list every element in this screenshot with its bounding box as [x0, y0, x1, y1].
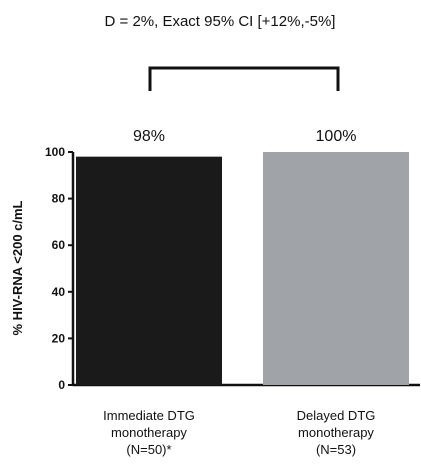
- bar-value-label-0: 98%: [133, 128, 165, 145]
- x-category-label-0-line-1: monotherapy: [111, 425, 187, 440]
- bar-0: [76, 156, 222, 385]
- x-category-label-1-line-2: (N=53): [316, 442, 356, 457]
- y-tick-label-60: 60: [52, 238, 66, 252]
- x-category-label-0-line-0: Immediate DTG: [103, 408, 195, 423]
- y-tick-label-80: 80: [52, 192, 66, 206]
- x-category-label-0-line-2: (N=50)*: [126, 442, 171, 457]
- x-category-label-1: Delayed DTG monotherapy (N=53): [297, 408, 376, 457]
- comparison-bracket: [148, 66, 340, 91]
- y-tick-label-20: 20: [52, 331, 66, 345]
- y-tick-label-100: 100: [45, 145, 65, 159]
- y-tick-label-0: 0: [58, 378, 65, 392]
- bar-1: [263, 152, 409, 385]
- x-category-label-0: Immediate DTG monotherapy (N=50)*: [103, 408, 195, 457]
- y-axis-label: % HIV-RNA <200 c/mL: [10, 200, 25, 335]
- x-category-label-1-line-1: monotherapy: [298, 425, 374, 440]
- y-tick-label-40: 40: [52, 285, 66, 299]
- x-category-label-1-line-0: Delayed DTG: [297, 408, 376, 423]
- bar-value-label-1: 100%: [316, 128, 357, 145]
- chart-title: D = 2%, Exact 95% CI [+12%,-5%]: [105, 13, 336, 30]
